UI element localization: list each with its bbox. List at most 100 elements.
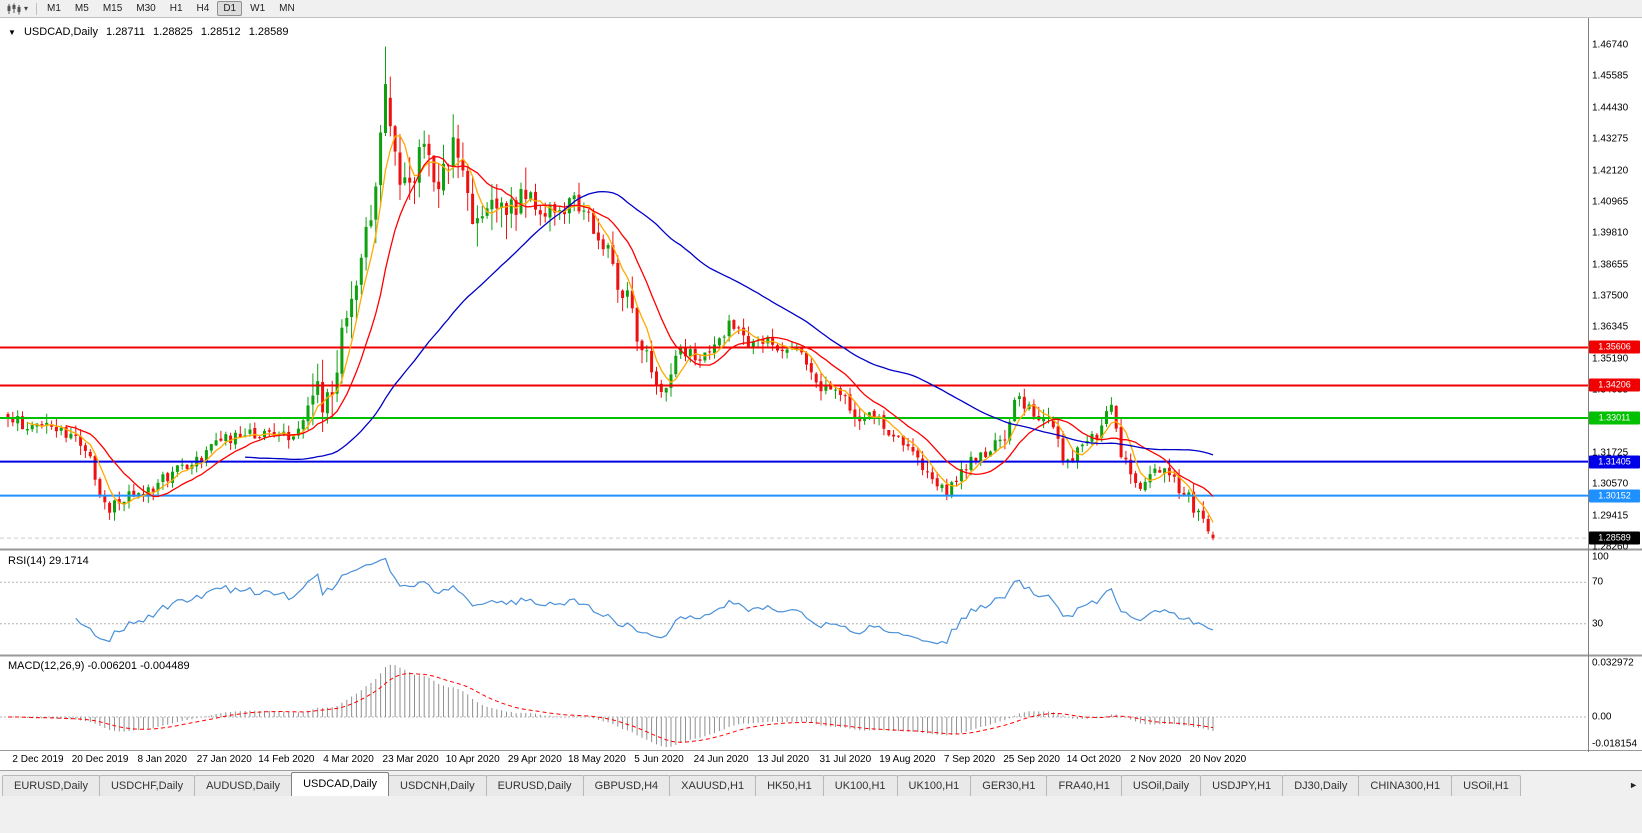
chart-tab-UK100-H1[interactable]: UK100,H1 xyxy=(896,775,972,796)
candle-body xyxy=(572,195,576,200)
candle-body xyxy=(1182,492,1186,495)
chart-tab-USDCAD-Daily[interactable]: USDCAD,Daily xyxy=(291,772,390,796)
candle-body xyxy=(267,430,271,432)
candle-body xyxy=(417,147,421,183)
candle-body xyxy=(834,389,837,391)
chart-tab-USDCNH-Daily[interactable]: USDCNH,Daily xyxy=(388,775,487,796)
candle-body xyxy=(1134,473,1138,483)
candle-body xyxy=(1080,444,1084,447)
chart-type-icon[interactable] xyxy=(6,3,22,15)
candle-body xyxy=(45,422,49,425)
tabs-scroll-right-icon[interactable]: ► xyxy=(1629,780,1638,790)
timeframe-button-D1[interactable]: D1 xyxy=(217,1,243,16)
candle-body xyxy=(287,431,291,441)
candle-body xyxy=(398,152,402,185)
chart-tab-USOil-H1[interactable]: USOil,H1 xyxy=(1451,775,1521,796)
candle-body xyxy=(108,502,112,513)
toolbar: ▾ M1 M5 M15 M30 H1 H4 D1 W1 MN xyxy=(0,0,1642,18)
candle-body xyxy=(669,374,673,388)
candle-body xyxy=(422,143,426,147)
candle-body xyxy=(926,471,929,473)
candle-body xyxy=(301,420,305,430)
candle-body xyxy=(863,418,867,421)
candle-body xyxy=(379,132,383,186)
candle-body xyxy=(364,226,368,258)
timeframe-button-M15[interactable]: M15 xyxy=(102,3,123,14)
candle-body xyxy=(200,457,204,462)
chart-tab-DJ30-Daily[interactable]: DJ30,Daily xyxy=(1282,775,1360,796)
candle-body xyxy=(901,435,905,446)
candle-body xyxy=(1003,439,1007,441)
candle-body xyxy=(393,126,397,152)
candle-body xyxy=(175,465,179,472)
candle-body xyxy=(384,84,387,133)
candle-body xyxy=(601,239,605,250)
timeframe-button-H1[interactable]: H1 xyxy=(169,3,183,14)
candle-body xyxy=(887,430,891,436)
candle-body xyxy=(258,437,262,439)
chart-tab-USOil-Daily[interactable]: USOil,Daily xyxy=(1120,775,1202,796)
candle-body xyxy=(388,97,392,127)
candle-body xyxy=(872,410,876,418)
candle-body xyxy=(345,317,349,327)
candle-body xyxy=(853,409,857,418)
timeframe-button-H4[interactable]: H4 xyxy=(196,3,210,14)
chart-tab-AUDUSD-Daily[interactable]: AUDUSD,Daily xyxy=(194,775,293,796)
candle-body xyxy=(54,426,58,432)
candle-body xyxy=(1172,474,1176,477)
candle-body xyxy=(374,186,378,220)
candle-body xyxy=(93,456,97,480)
candle-body xyxy=(59,427,63,431)
candle-body xyxy=(1206,519,1210,532)
timeframe-button-MN[interactable]: MN xyxy=(279,3,295,14)
chart-tab-UK100-H1[interactable]: UK100,H1 xyxy=(822,775,898,796)
candle-body xyxy=(896,435,900,437)
timeframe-button-M1[interactable]: M1 xyxy=(47,3,61,14)
chart-tab-HK50-H1[interactable]: HK50,H1 xyxy=(755,775,824,796)
candle-body xyxy=(1008,421,1012,441)
timeframe-button-W1[interactable]: W1 xyxy=(250,3,266,14)
chart-canvas[interactable]: ▼ USDCAD,Daily 1.28711 1.28825 1.28512 1… xyxy=(0,18,1642,770)
price-axis[interactable] xyxy=(1588,18,1642,752)
chart-tab-EURUSD-Daily[interactable]: EURUSD,Daily xyxy=(485,775,584,796)
time-axis[interactable] xyxy=(0,752,1588,770)
chart-tab-EURUSD-Daily[interactable]: EURUSD,Daily xyxy=(2,775,100,796)
candle-body xyxy=(548,204,552,218)
chart-tab-USDCHF-Daily[interactable]: USDCHF,Daily xyxy=(98,775,196,796)
chart-tab-GER30-H1[interactable]: GER30,H1 xyxy=(970,775,1048,796)
candle-body xyxy=(25,429,29,431)
candle-body xyxy=(471,193,475,224)
chart-tab-CHINA300-H1[interactable]: CHINA300,H1 xyxy=(1358,775,1453,796)
candle-body xyxy=(1032,404,1036,417)
candle-body xyxy=(451,137,455,168)
timeframe-button-M5[interactable]: M5 xyxy=(74,3,89,14)
timeframe-button-M30[interactable]: M30 xyxy=(136,3,156,14)
chart-tab-FRA40-H1[interactable]: FRA40,H1 xyxy=(1046,775,1122,796)
candle-body xyxy=(1071,458,1075,462)
candle-body xyxy=(1148,474,1152,483)
candle-body xyxy=(519,189,523,214)
candle-body xyxy=(809,363,813,373)
candle-body xyxy=(1163,468,1167,474)
chart-tab-USDJPY-H1[interactable]: USDJPY,H1 xyxy=(1200,775,1284,796)
candle-body xyxy=(780,349,784,352)
candle-body xyxy=(674,355,678,375)
candle-body xyxy=(843,395,847,397)
price-chart[interactable] xyxy=(0,18,1642,770)
candlestick-glyph xyxy=(7,3,21,14)
candle-body xyxy=(684,348,687,357)
chart-type-caret-icon[interactable]: ▾ xyxy=(24,4,29,13)
candle-body xyxy=(161,474,165,482)
candle-body xyxy=(219,438,223,441)
candle-body xyxy=(11,417,15,423)
candle-body xyxy=(495,198,499,209)
macd-signal-line xyxy=(8,672,1214,743)
candle-body xyxy=(156,482,160,491)
candle-body xyxy=(829,383,833,390)
chart-tab-XAUUSD-H1[interactable]: XAUUSD,H1 xyxy=(669,775,757,796)
candle-body xyxy=(940,484,944,489)
chart-tab-GBPUSD-H4[interactable]: GBPUSD,H4 xyxy=(582,775,671,796)
candle-body xyxy=(582,210,586,212)
candle-body xyxy=(475,218,479,224)
candle-body xyxy=(490,199,494,210)
